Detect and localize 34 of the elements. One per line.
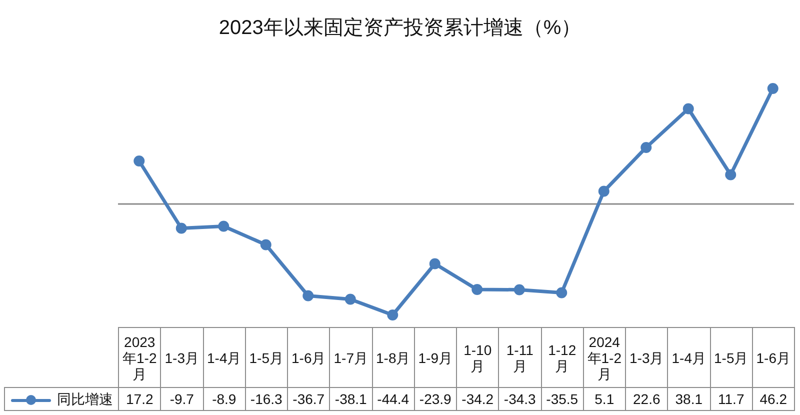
- x-tick-label: 1-10月: [456, 328, 499, 388]
- x-tick-label: 1-5月: [710, 328, 752, 388]
- x-tick-label: 1-5月: [245, 328, 288, 388]
- x-tick-label: 1-6月: [288, 328, 330, 388]
- data-label: -38.1: [330, 388, 372, 410]
- x-tick-label: 1-3月: [626, 328, 668, 388]
- data-label: -8.9: [203, 388, 246, 410]
- data-label: -34.3: [498, 388, 541, 410]
- data-label: -16.3: [245, 388, 288, 410]
- x-tick-label: 1-4月: [668, 328, 710, 388]
- data-label: 5.1: [583, 388, 626, 410]
- data-label: 46.2: [752, 388, 794, 410]
- data-label: 17.2: [118, 388, 161, 410]
- x-tick-label: 1-4月: [203, 328, 246, 388]
- x-tick-label: 2023年1-2月: [118, 328, 161, 388]
- x-tick-label: 1-9月: [414, 328, 456, 388]
- data-label: -35.5: [541, 388, 584, 410]
- legend-label: 同比增速: [57, 391, 113, 407]
- x-tick-label: 1-3月: [160, 328, 203, 388]
- data-label: -44.4: [372, 388, 414, 410]
- chart-title: 2023年以来固定资产投资累计增速（%）: [218, 16, 582, 41]
- x-tick-label: 1-11月: [498, 328, 541, 388]
- data-label: -34.2: [456, 388, 499, 410]
- data-label: 38.1: [668, 388, 710, 410]
- x-tick-label: 1-8月: [372, 328, 414, 388]
- data-label: -36.7: [288, 388, 330, 410]
- data-label: -9.7: [160, 388, 203, 410]
- x-tick-label: 1-7月: [330, 328, 372, 388]
- x-tick-label: 2024年1-2月: [583, 328, 626, 388]
- data-label: -23.9: [414, 388, 456, 410]
- x-tick-label: 1-12月: [541, 328, 584, 388]
- x-tick-label: 1-6月: [752, 328, 794, 388]
- data-label: 22.6: [626, 388, 668, 410]
- data-label: 11.7: [710, 388, 752, 410]
